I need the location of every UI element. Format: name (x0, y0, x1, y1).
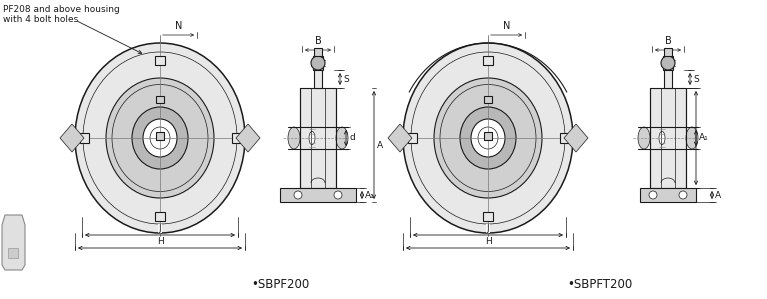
Bar (80, 133, 88, 143)
Ellipse shape (460, 107, 516, 169)
Text: d: d (699, 133, 705, 143)
Bar (640, 188, 696, 202)
Ellipse shape (638, 127, 650, 149)
Polygon shape (236, 124, 260, 152)
Bar (650, 88, 686, 188)
Circle shape (311, 56, 325, 70)
Bar (8, 248, 18, 258)
Bar (155, 211, 165, 220)
Text: H: H (485, 237, 492, 246)
Polygon shape (2, 215, 25, 270)
Ellipse shape (288, 127, 300, 149)
Ellipse shape (403, 43, 573, 233)
Text: B: B (314, 36, 321, 46)
Bar (483, 56, 493, 65)
Text: N: N (175, 21, 183, 31)
Circle shape (294, 191, 302, 199)
Ellipse shape (106, 78, 214, 198)
Polygon shape (388, 124, 412, 152)
Bar (156, 132, 164, 140)
Ellipse shape (686, 127, 698, 149)
Bar (232, 133, 241, 143)
Polygon shape (564, 124, 588, 152)
Bar (156, 96, 164, 103)
Bar (664, 70, 672, 88)
Text: S: S (343, 74, 349, 83)
Ellipse shape (132, 107, 188, 169)
Text: PF208 and above housing
with 4 bolt holes: PF208 and above housing with 4 bolt hole… (3, 5, 120, 25)
Ellipse shape (309, 131, 315, 145)
Text: A₁: A₁ (365, 190, 375, 199)
Text: S: S (693, 74, 699, 83)
Circle shape (679, 191, 687, 199)
Bar (559, 133, 568, 143)
Ellipse shape (75, 43, 245, 233)
Ellipse shape (471, 119, 505, 157)
Bar (407, 133, 416, 143)
Text: N: N (503, 21, 510, 31)
Bar (155, 56, 165, 65)
Ellipse shape (659, 131, 665, 145)
Text: d: d (349, 133, 355, 143)
Bar (314, 70, 322, 88)
Circle shape (661, 56, 675, 70)
Polygon shape (60, 124, 84, 152)
Bar (313, 56, 323, 70)
Text: A₁: A₁ (699, 133, 709, 143)
Text: •SBPF200: •SBPF200 (251, 278, 309, 292)
Text: J: J (487, 224, 489, 233)
Text: •SBPFT200: •SBPFT200 (568, 278, 633, 292)
Ellipse shape (336, 127, 348, 149)
Text: J: J (159, 224, 161, 233)
Text: B: B (665, 36, 671, 46)
Circle shape (334, 191, 342, 199)
Bar (484, 132, 492, 140)
Bar (483, 211, 493, 220)
Text: A: A (377, 141, 384, 150)
Text: A: A (715, 190, 721, 199)
Bar (280, 188, 356, 202)
Bar (663, 56, 673, 70)
Ellipse shape (434, 78, 542, 198)
Circle shape (649, 191, 657, 199)
Bar (300, 88, 336, 188)
Bar (484, 96, 492, 103)
Bar (664, 48, 672, 56)
Bar (314, 48, 322, 56)
Text: H: H (156, 237, 163, 246)
Ellipse shape (143, 119, 177, 157)
